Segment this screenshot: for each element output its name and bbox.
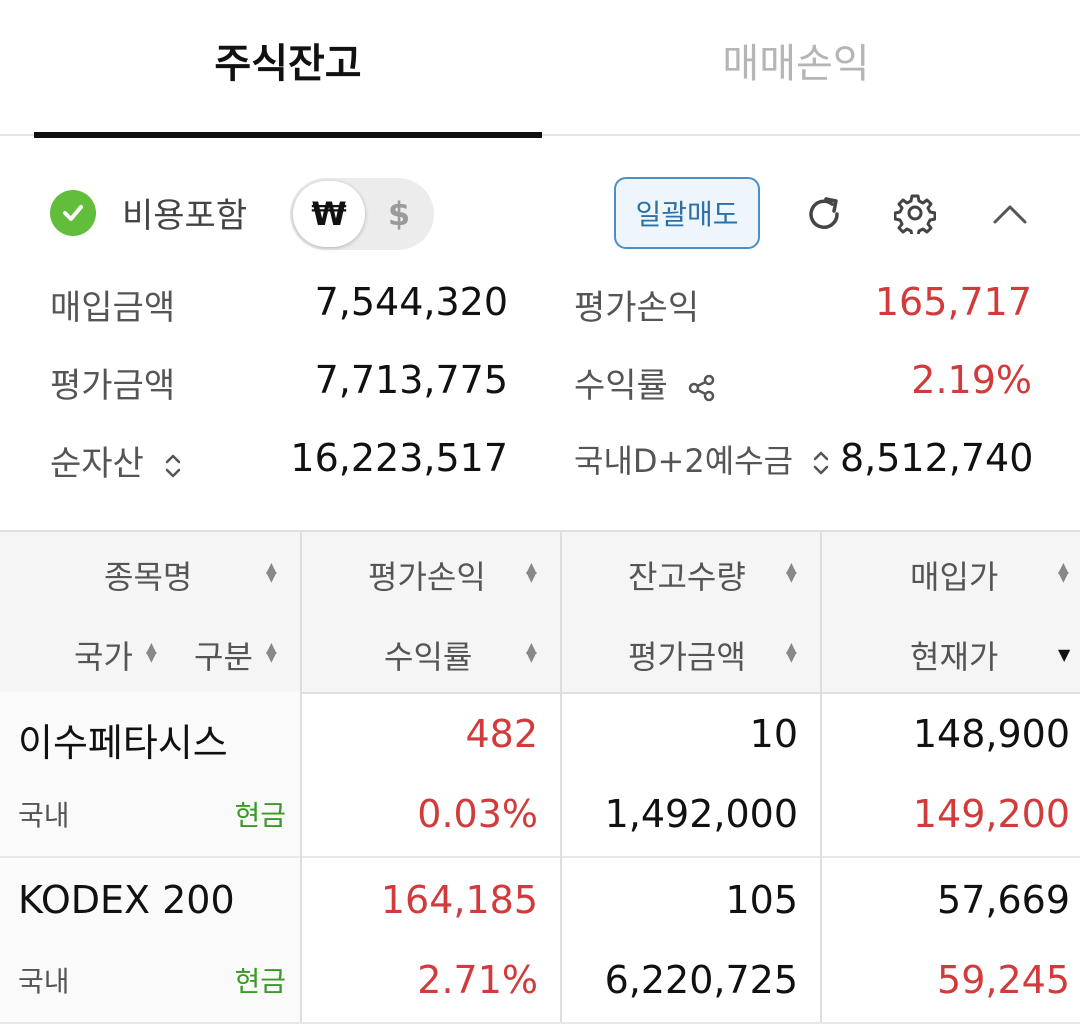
currency-toggle[interactable]: ₩ $ bbox=[290, 178, 434, 250]
column-divider bbox=[820, 530, 822, 1022]
header-eval-pnl[interactable]: 평가손익 bbox=[368, 558, 486, 596]
header-current-price[interactable]: 현재가 bbox=[910, 638, 999, 676]
column-divider bbox=[300, 530, 302, 1022]
sort-icon[interactable]: ▲ ▼ bbox=[786, 560, 797, 585]
purchase-price: 57,669 bbox=[937, 878, 1070, 922]
current-price: 149,200 bbox=[912, 792, 1070, 836]
column-divider bbox=[560, 530, 562, 1022]
header-return-rate[interactable]: 수익률 bbox=[384, 638, 473, 676]
purchase-price: 148,900 bbox=[912, 712, 1070, 756]
eval-amount-value: 7,713,775 bbox=[314, 358, 508, 402]
return-rate-label-wrap[interactable]: 수익률 bbox=[574, 358, 717, 407]
account-type: 현금 bbox=[234, 799, 286, 832]
eval-amount-label: 평가금액 bbox=[50, 366, 176, 406]
sort-icon[interactable]: ▲ ▼ bbox=[1058, 560, 1069, 585]
tab-holdings[interactable]: 주식잔고 bbox=[214, 41, 362, 87]
sort-icon[interactable]: ▲ ▼ bbox=[526, 640, 537, 665]
country: 국내 bbox=[18, 799, 70, 832]
current-price: 59,245 bbox=[937, 958, 1070, 1002]
tab-trade-pnl[interactable]: 매매손익 bbox=[722, 41, 870, 87]
sort-icon[interactable]: ▲ ▼ bbox=[266, 560, 277, 585]
purchase-amount-value: 7,544,320 bbox=[314, 280, 508, 324]
eval-amount: 6,220,725 bbox=[604, 958, 798, 1002]
chevron-up-icon[interactable] bbox=[990, 196, 1030, 232]
share-icon[interactable] bbox=[687, 373, 717, 403]
eval-amount: 1,492,000 bbox=[604, 792, 798, 836]
holdings-table: 종목명 ▲ ▼ 국가 ▲ ▼ 구분 ▲ ▼ 평가손익 ▲ ▼ 수익률 ▲ ▼ 잔고수량 ▲… bbox=[0, 530, 1080, 1024]
stock-name[interactable]: 이수페타시스 bbox=[18, 721, 228, 765]
eval-pnl: 164,185 bbox=[380, 878, 538, 922]
active-tab-indicator bbox=[34, 132, 542, 138]
sort-icon[interactable]: ▲ ▼ bbox=[266, 640, 277, 665]
bulk-sell-button[interactable]: 일괄매도 bbox=[614, 177, 760, 249]
header-type[interactable]: 구분 bbox=[194, 638, 253, 676]
table-row[interactable]: 이수페타시스 국내 현금 482 0.03% 10 1,492,000 148,… bbox=[0, 692, 1080, 858]
purchase-amount-label: 매입금액 bbox=[50, 288, 176, 328]
country: 국내 bbox=[18, 965, 70, 998]
usd-option[interactable]: $ bbox=[387, 195, 411, 233]
sort-icon[interactable]: ▲ ▼ bbox=[786, 640, 797, 665]
tab-bar: 주식잔고 매매손익 bbox=[0, 0, 1080, 138]
updown-chevron-icon bbox=[165, 454, 180, 477]
eval-pnl: 482 bbox=[465, 712, 538, 756]
header-name[interactable]: 종목명 bbox=[104, 558, 193, 596]
eval-pnl-value: 165,717 bbox=[874, 280, 1032, 324]
header-quantity[interactable]: 잔고수량 bbox=[628, 558, 746, 596]
sort-icon[interactable]: ▲ ▼ bbox=[146, 640, 157, 665]
return-rate: 0.03% bbox=[417, 792, 538, 836]
include-fees-label[interactable]: 비용포함 bbox=[122, 196, 248, 236]
return-rate-value: 2.19% bbox=[911, 358, 1032, 402]
sort-icon[interactable]: ▲ ▼ bbox=[526, 560, 537, 585]
quantity: 10 bbox=[749, 712, 798, 756]
net-assets-value: 16,223,517 bbox=[290, 436, 508, 480]
table-row[interactable]: KODEX 200 국내 현금 164,185 2.71% 105 6,220,… bbox=[0, 858, 1080, 1024]
updown-chevron-icon bbox=[813, 451, 829, 475]
gear-icon[interactable] bbox=[893, 192, 937, 238]
net-assets-label: 순자산 bbox=[50, 444, 144, 484]
deposit-label: 국내D+2예수금 bbox=[574, 442, 794, 480]
deposit-value: 8,512,740 bbox=[840, 436, 1034, 480]
net-assets-label-wrap[interactable]: 순자산 bbox=[50, 436, 183, 485]
table-header: 종목명 ▲ ▼ 국가 ▲ ▼ 구분 ▲ ▼ 평가손익 ▲ ▼ 수익률 ▲ ▼ 잔고수량 ▲… bbox=[0, 530, 1080, 694]
eval-pnl-label: 평가손익 bbox=[574, 288, 700, 328]
return-rate: 2.71% bbox=[417, 958, 538, 1002]
deposit-label-wrap[interactable]: 국내D+2예수금 bbox=[574, 436, 831, 482]
account-type: 현금 bbox=[234, 965, 286, 998]
header-country[interactable]: 국가 bbox=[74, 638, 133, 676]
return-rate-label: 수익률 bbox=[574, 366, 668, 406]
refresh-icon[interactable] bbox=[804, 194, 844, 234]
header-purchase-price[interactable]: 매입가 bbox=[910, 558, 999, 596]
name-cell-bg bbox=[0, 692, 300, 856]
header-eval-amount[interactable]: 평가금액 bbox=[628, 638, 746, 676]
stock-name[interactable]: KODEX 200 bbox=[18, 878, 235, 922]
name-cell-bg bbox=[0, 858, 300, 1022]
sort-desc-icon[interactable]: ▼ bbox=[1058, 645, 1071, 664]
check-icon[interactable] bbox=[50, 190, 96, 236]
krw-option[interactable]: ₩ bbox=[293, 181, 365, 247]
quantity: 105 bbox=[725, 878, 798, 922]
